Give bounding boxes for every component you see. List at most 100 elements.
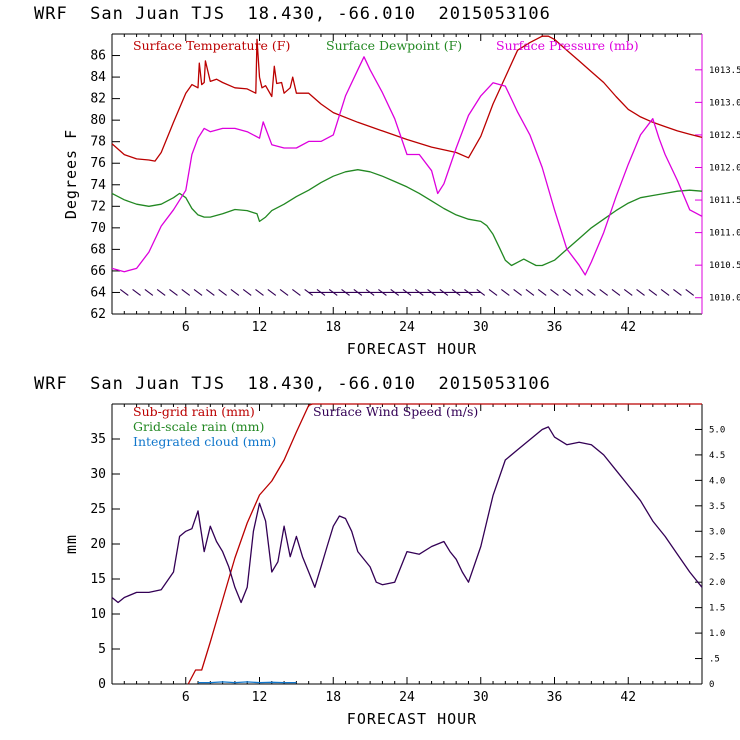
legend-entry: Sub-grid rain (mm) [133,404,255,419]
wind-barb [144,289,154,296]
wind-barb [685,289,695,296]
x-tick-label: 30 [473,320,489,335]
wind-barb [181,289,191,296]
wind-barb [488,289,498,296]
y2-tick-label: .5 [709,655,720,665]
wind-barb [255,289,264,296]
y-tick-label: 76 [90,156,106,171]
x-tick-label: 6 [182,320,190,335]
wind-barb [267,289,277,296]
wind-barb [525,289,535,296]
legend-entry: Surface Pressure (mb) [496,38,639,53]
y-tick-label: 10 [90,607,106,622]
x-tick-label: 30 [473,690,489,705]
x-tick-label: 12 [252,690,268,705]
y-tick-label: 0 [98,677,106,692]
y2-tick-label: 1012.0 [709,163,740,173]
y2-tick-label: 4.0 [709,476,725,486]
x-tick-label: 18 [325,690,341,705]
y-tick-label: 35 [90,432,106,447]
wind-barb [648,289,658,296]
y2-tick-label: 1.0 [709,629,725,639]
legend-entry: Surface Temperature (F) [133,38,290,53]
wind-barb [537,289,547,296]
x-tick-label: 36 [547,690,563,705]
y-tick-label: 86 [90,49,106,64]
y2-tick-label: 1013.0 [709,98,740,108]
y-tick-label: 72 [90,199,106,214]
y-tick-label: 20 [90,537,106,552]
wind-barb [439,289,449,296]
y-tick-label: 62 [90,307,106,322]
wind-barb [476,289,486,296]
y-tick-label: 25 [90,502,106,517]
y2-tick-label: 4.5 [709,451,725,461]
y2-tick-label: 0 [709,680,714,690]
wind-barb [587,289,596,296]
wind-barb [660,289,670,296]
y2-tick-label: 5.0 [709,425,725,435]
chart-panel-2: 6 12 18 24 30 36 42 0 5 10 15 20 25 30 35 0 .5 1.0 1.5 2.0 2… [62,403,725,728]
x-tick-label: 42 [620,690,636,705]
y2-tick-label: 1012.5 [709,131,740,141]
y-tick-label: 78 [90,135,106,150]
wind-barb [365,289,375,296]
wind-barb [673,289,682,296]
legend-entry: Grid-scale rain (mm) [133,419,264,434]
wind-barb [193,289,203,296]
y-tick-label: 84 [90,70,106,85]
y-tick-label: 30 [90,467,106,482]
wind-barb [353,289,363,296]
series-line-surface-pressure-mb- [111,56,703,276]
y-tick-label: 74 [90,178,106,193]
y-tick-label: 64 [90,285,106,300]
top-chart-title: WRF San Juan TJS 18.430, -66.010 2015053… [34,4,551,24]
wind-barb [562,289,572,296]
wind-barb [513,289,522,296]
y2-tick-label: 3.0 [709,527,725,537]
legend-entry: Integrated cloud (mm) [133,434,276,449]
y2-tick-label: 1013.5 [709,66,740,76]
wind-barb [574,289,584,296]
wind-barb [169,289,178,296]
chart-panel-1: 6 12 18 24 30 36 42 62 64 66 68 70 72 74 76 78 80 82 84 86 1… [62,33,740,358]
x-tick-label: 24 [399,320,415,335]
series-line-surface-temperature-f- [111,35,703,162]
x-tick-label: 12 [252,320,268,335]
y2-tick-label: 1010.5 [709,261,740,271]
wind-barb [402,289,412,296]
wind-barb [550,289,559,296]
wind-barb [279,289,289,296]
x-tick-label: 18 [325,320,341,335]
wind-barb [341,289,350,296]
legend-entry: Surface Dewpoint (F) [326,38,462,53]
y-tick-label: 66 [90,264,106,279]
y-tick-label: 68 [90,242,106,257]
y2-tick-label: 1.5 [709,604,725,614]
y2-tick-label: 1011.5 [709,196,740,206]
wind-barb [218,289,227,296]
series-line-integrated-cloud-mm- [198,681,297,684]
y-axis-title: Degrees F [62,129,80,219]
x-tick-label: 36 [547,320,563,335]
wind-barb [242,289,252,296]
y2-tick-label: 2.5 [709,553,725,563]
y-tick-label: 80 [90,113,106,128]
wind-barb [427,289,436,296]
y-tick-label: 82 [90,92,106,107]
wind-barb [414,289,424,296]
x-axis-title: FORECAST HOUR [347,710,477,728]
y2-tick-label: 3.5 [709,502,725,512]
bottom-chart-title: WRF San Juan TJS 18.430, -66.010 2015053… [34,374,551,394]
y-tick-label: 15 [90,572,106,587]
x-tick-label: 42 [620,320,636,335]
wind-barb [206,289,215,296]
wind-barb [156,289,166,296]
wind-barb [464,289,473,296]
wind-barb [501,289,510,296]
wind-barb [292,289,301,296]
x-axis-title: FORECAST HOUR [347,340,477,358]
wind-barb [623,289,633,296]
wind-barb [451,289,461,296]
